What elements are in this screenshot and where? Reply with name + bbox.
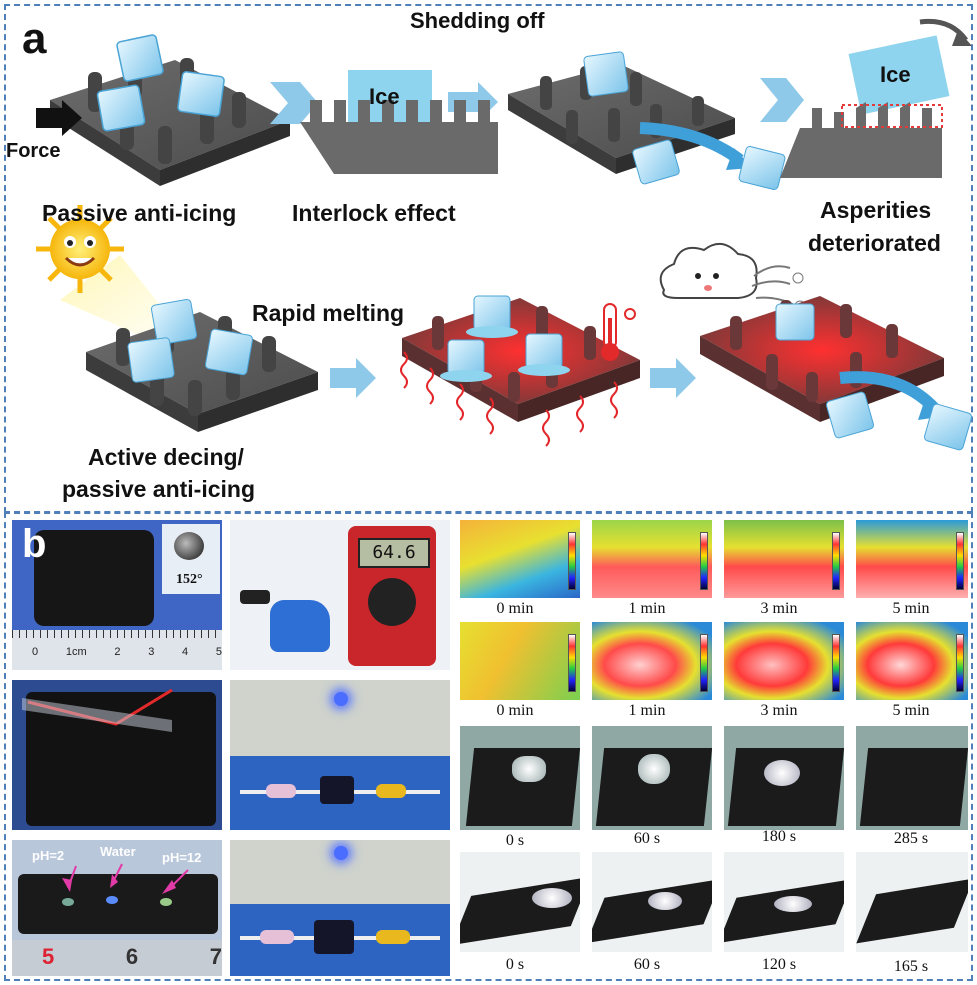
melting-photo <box>592 852 712 952</box>
right-arrow-icon <box>650 358 696 398</box>
melting-photo <box>592 726 712 830</box>
thermometer-icon <box>601 303 636 361</box>
interlock-label: Interlock effect <box>292 200 456 226</box>
time-label: 120 s <box>761 956 797 973</box>
panel-a-letter: a <box>22 14 47 63</box>
ruler-marks: 0 1cm 2 3 4 5 <box>32 646 222 658</box>
passive-label: Passive anti-icing <box>42 200 237 226</box>
led-icon <box>334 692 348 706</box>
ph12-label: pH=12 <box>162 850 202 865</box>
multimeter-display: 64.6 <box>358 538 430 568</box>
ice-label: Ice <box>880 62 911 87</box>
chevron-arrow-icon <box>760 78 804 122</box>
gloved-hand <box>270 600 330 652</box>
led-photo-2 <box>230 840 450 976</box>
melting-photo <box>856 852 968 952</box>
time-label: 0 min <box>496 702 534 719</box>
pillar-block-1 <box>36 34 290 186</box>
panel-b-border <box>4 512 973 981</box>
led-photo-1 <box>230 680 450 830</box>
melting-photo <box>724 726 844 830</box>
melting-photo <box>460 852 580 952</box>
melting-photo <box>460 726 580 830</box>
ice-cube <box>96 34 225 132</box>
force-arrow-icon <box>36 100 82 136</box>
panel-a-diagram <box>36 18 973 451</box>
time-label: 0 min <box>496 600 534 617</box>
led-icon <box>334 846 348 860</box>
asperities-label-2: deteriorated <box>808 230 941 256</box>
time-label: 0 s <box>505 832 525 849</box>
time-label: 3 min <box>760 600 798 617</box>
thermal-image <box>856 622 968 700</box>
thermal-image <box>592 520 712 598</box>
time-label: 5 min <box>892 600 930 617</box>
time-label: 285 s <box>893 830 929 847</box>
thermal-image <box>592 622 712 700</box>
time-label: 180 s <box>761 828 797 845</box>
pillar-block-2 <box>508 51 786 190</box>
ice-label: Ice <box>369 84 400 109</box>
time-label: 3 min <box>760 702 798 719</box>
ph2-label: pH=2 <box>32 848 65 863</box>
right-arrow-icon <box>330 358 376 398</box>
sun-icon <box>36 205 180 340</box>
panel-b-letter: b <box>22 522 47 566</box>
fabric-ruler-photo: 152° 0 1cm 2 3 4 5 <box>12 520 222 670</box>
thermal-image <box>724 520 844 598</box>
contact-angle-label: 152° <box>176 572 203 587</box>
contact-angle-inset <box>162 524 220 594</box>
chevron-arrow-icon <box>270 82 318 124</box>
time-label: 60 s <box>633 830 661 847</box>
pillar-block-3 <box>86 298 318 432</box>
interlock-cross-section <box>300 70 498 174</box>
shedding-label: Shedding off <box>410 8 545 33</box>
melting-photo <box>724 852 844 952</box>
asperities-cross-section <box>780 18 972 178</box>
fabric-tape-photo <box>12 680 222 830</box>
time-label: 5 min <box>892 702 930 719</box>
pillar-block-heated <box>400 295 640 447</box>
time-label: 165 s <box>893 958 929 975</box>
thermal-image <box>724 622 844 700</box>
cloud-wind-icon <box>659 243 806 312</box>
time-label: 60 s <box>633 956 661 973</box>
time-label: 0 s <box>505 956 525 973</box>
rapid-melting-label: Rapid melting <box>252 300 405 326</box>
force-label: Force <box>6 140 61 162</box>
active-deicing-label: Active decing/ <box>88 444 244 470</box>
pillar-block-heated-2 <box>700 296 973 451</box>
fabric-sample <box>34 530 154 626</box>
thermal-image <box>460 520 580 598</box>
time-label: 1 min <box>628 702 666 719</box>
active-deicing-label-2: passive anti-icing <box>62 476 256 502</box>
melting-photo <box>856 726 968 830</box>
water-label: Water <box>100 844 136 859</box>
asperities-label: Asperities <box>820 197 932 223</box>
time-label: 1 min <box>628 600 666 617</box>
thermal-image <box>460 622 580 700</box>
multimeter-photo: 64.6 <box>230 520 450 670</box>
thermal-image <box>856 520 968 598</box>
